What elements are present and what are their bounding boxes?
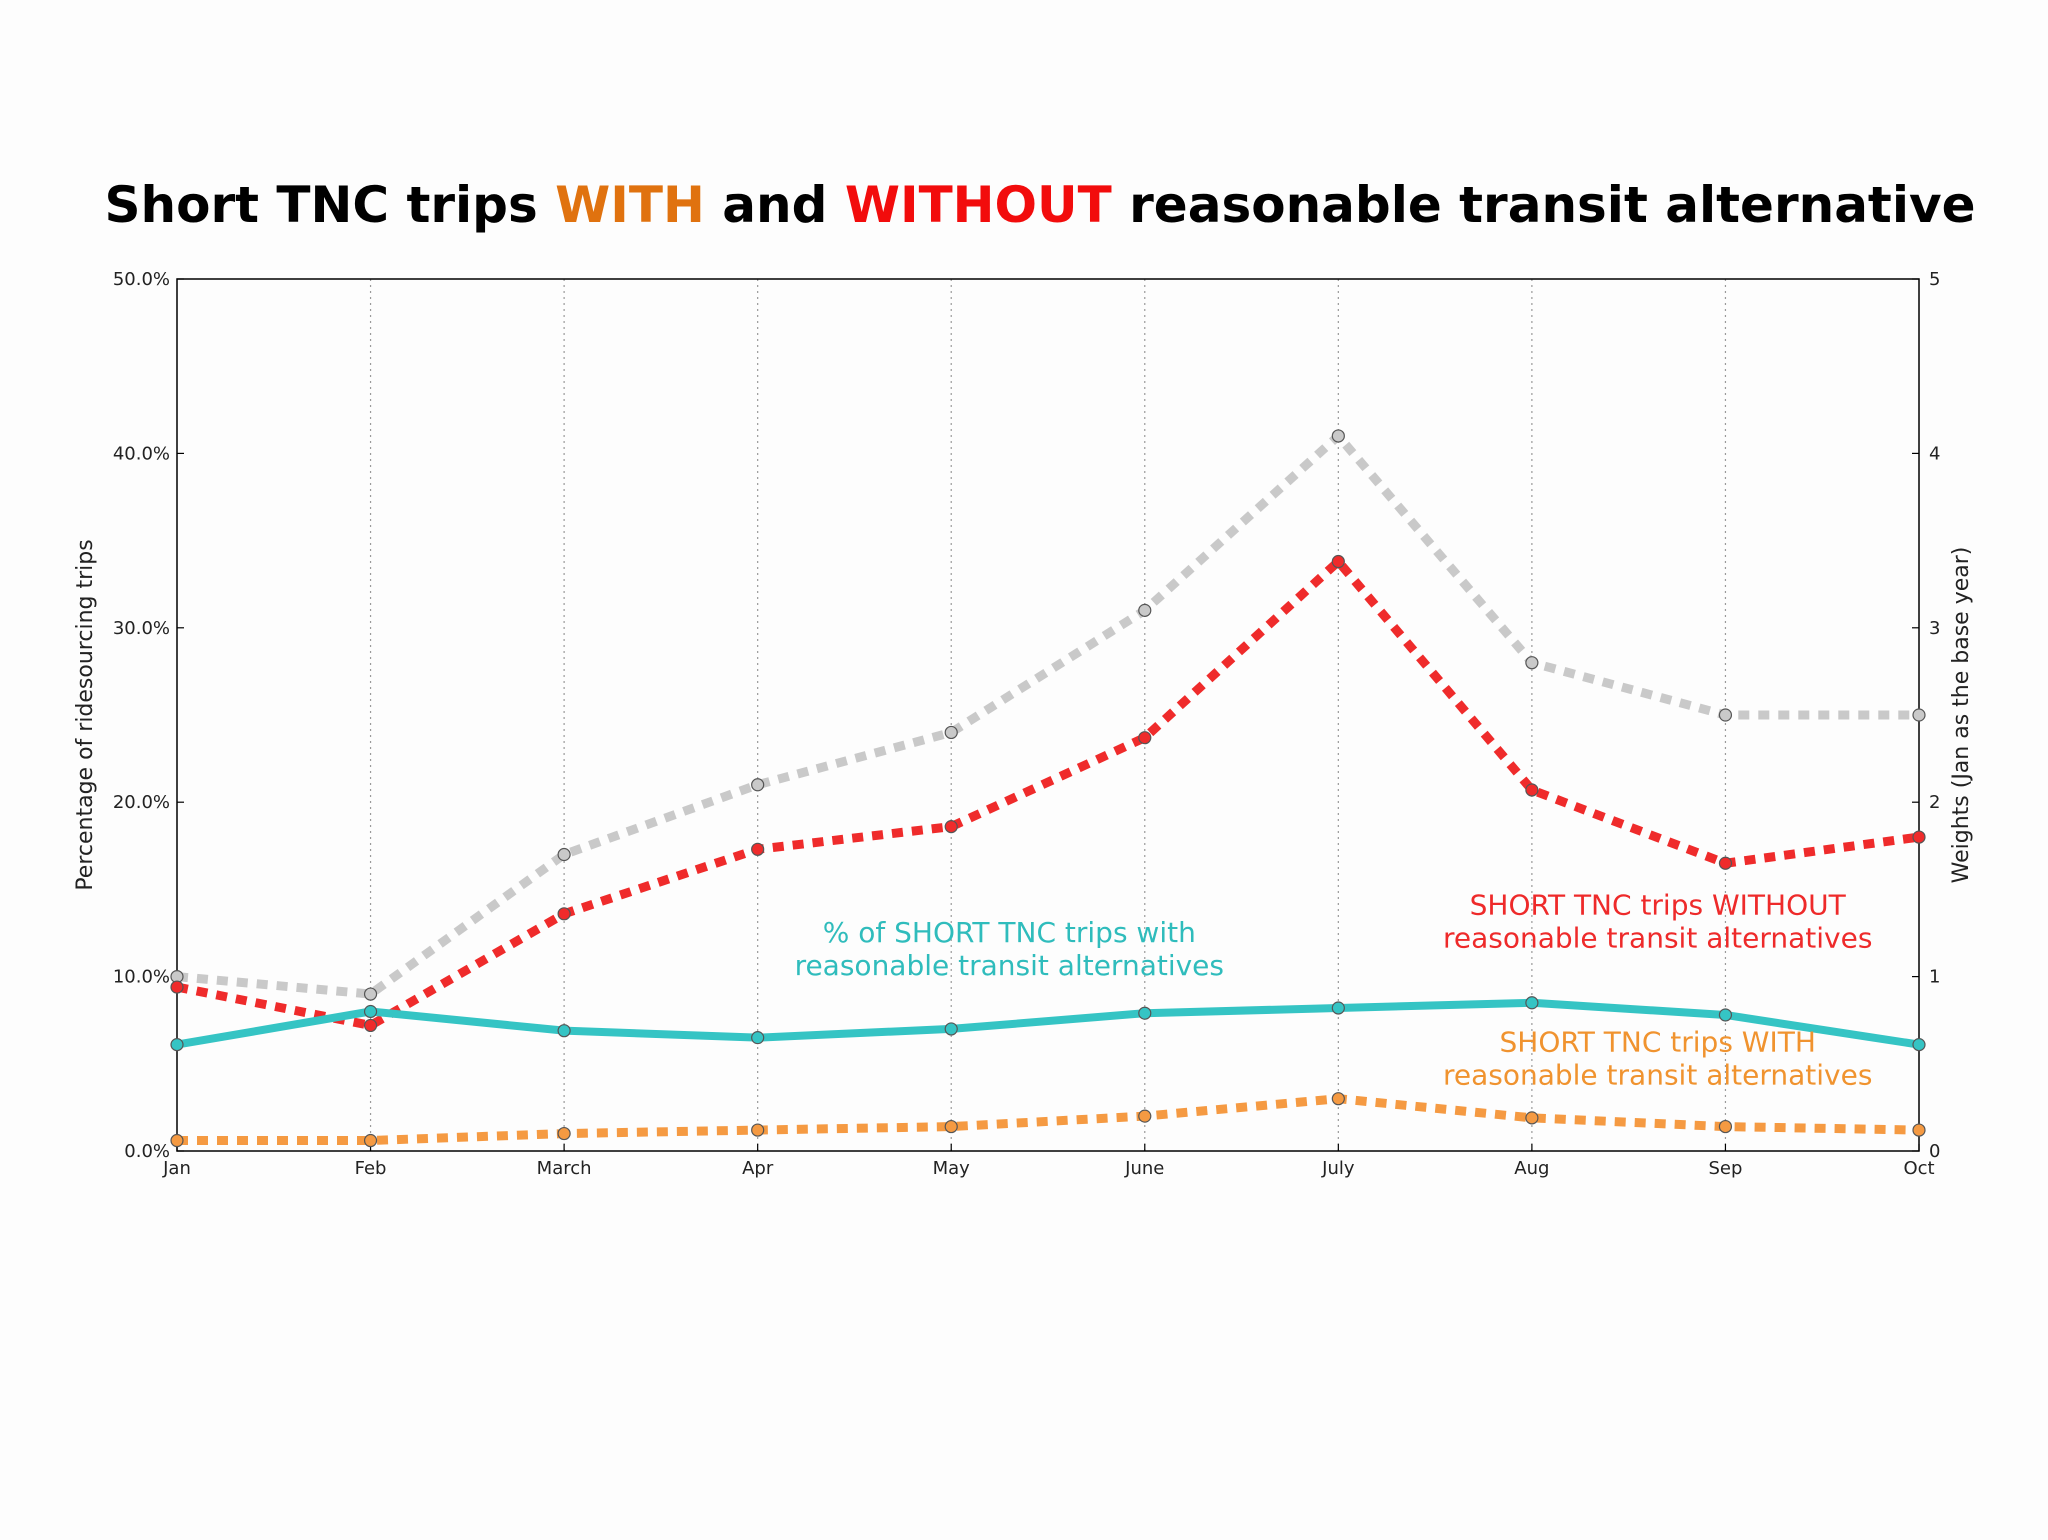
title-part-3: WITHOUT <box>845 176 1112 234</box>
data-point <box>1138 731 1152 745</box>
title-part-2: and <box>705 176 845 234</box>
data-point <box>944 1119 958 1134</box>
series-line-pct_with <box>176 998 1920 1049</box>
data-point <box>751 778 765 792</box>
y2-tick-label: 0 <box>1929 1141 1940 1162</box>
y2-axis-label: Weights (Jan as the base year) <box>1949 547 1974 884</box>
data-point <box>1331 429 1345 443</box>
data-point <box>1138 1109 1152 1123</box>
x-tick-label: July <box>1321 1158 1355 1179</box>
y2-tick-label: 4 <box>1929 443 1940 464</box>
y2-tick-label: 2 <box>1929 792 1940 813</box>
data-point <box>1912 1123 1926 1137</box>
data-point <box>170 980 184 994</box>
y2-tick-label: 3 <box>1929 618 1940 639</box>
series-pct_with <box>170 996 1926 1052</box>
data-point <box>363 1018 378 1033</box>
y-tick-label: 50.0% <box>113 269 170 290</box>
y-tick-label: 40.0% <box>113 443 170 464</box>
data-point <box>557 847 571 862</box>
series-without <box>170 554 1926 1033</box>
chart-title: Short TNC trips WITH and WITHOUT reasona… <box>105 176 1976 234</box>
y-axis-label: Percentage of ridesourcing trips <box>73 539 98 890</box>
y-tick-label: 10.0% <box>113 967 170 988</box>
y-tick-label: 30.0% <box>113 618 170 639</box>
series-weights <box>170 429 1926 1001</box>
data-point <box>1138 1006 1152 1020</box>
series-with <box>170 1092 1926 1148</box>
data-point <box>751 842 765 856</box>
data-point <box>1718 1119 1733 1134</box>
data-point <box>1912 830 1926 844</box>
x-tick-label: March <box>537 1158 592 1179</box>
data-point <box>363 1133 378 1148</box>
x-tick-label: Oct <box>1903 1158 1934 1179</box>
title-part-4: reasonable transit alternative <box>1112 176 1976 234</box>
annotation-line: reasonable transit alternatives <box>1443 1059 1872 1092</box>
data-point <box>1525 783 1539 797</box>
data-point <box>557 1126 571 1141</box>
annotation-line: reasonable transit alternatives <box>1443 922 1872 955</box>
data-point <box>944 725 958 740</box>
series-line-weights <box>176 431 1919 999</box>
annotation-line: % of SHORT TNC trips with <box>823 916 1196 949</box>
x-tick-label: Jan <box>162 1158 191 1179</box>
data-point <box>1525 656 1539 670</box>
data-point <box>944 1022 958 1036</box>
data-point <box>1718 708 1733 722</box>
x-tick-label: June <box>1124 1158 1164 1179</box>
data-point <box>1718 856 1733 870</box>
title-part-0: Short TNC trips <box>105 176 556 234</box>
x-tick-label: Aug <box>1514 1158 1549 1179</box>
x-tick-label: May <box>933 1158 971 1179</box>
data-point <box>1331 1001 1345 1015</box>
series <box>170 429 1926 1148</box>
x-tick-label: Apr <box>742 1158 774 1179</box>
data-point <box>363 1004 378 1019</box>
y-tick-label: 0.0% <box>124 1141 170 1162</box>
data-point <box>1912 1038 1926 1052</box>
data-point <box>557 907 571 921</box>
annotation-line: SHORT TNC trips WITHOUT <box>1470 889 1847 922</box>
data-point <box>1525 996 1539 1010</box>
series-line-with <box>177 1094 1920 1146</box>
data-point <box>944 820 958 834</box>
data-point <box>1331 1092 1345 1106</box>
data-point <box>363 987 378 1001</box>
title-part-1: WITH <box>555 176 705 234</box>
data-point <box>170 1038 184 1052</box>
data-point <box>557 1024 571 1038</box>
data-point <box>1525 1111 1539 1125</box>
data-point <box>751 1123 765 1137</box>
y2-tick-label: 1 <box>1929 967 1940 988</box>
x-tick-label: Feb <box>355 1158 387 1179</box>
data-point <box>1718 1008 1733 1022</box>
x-tick-label: Sep <box>1708 1158 1742 1179</box>
data-point <box>1912 708 1926 722</box>
axes: Jan Feb March Apr May June July Aug Sep Oct0.0%10… <box>73 269 1974 1179</box>
y2-tick-label: 5 <box>1929 269 1940 290</box>
data-point <box>751 1031 765 1045</box>
y-tick-label: 20.0% <box>113 792 170 813</box>
data-point <box>1331 554 1345 569</box>
data-point <box>1138 603 1152 617</box>
series-line-without <box>176 557 1920 1030</box>
annotation-line: reasonable transit alternatives <box>795 949 1224 982</box>
data-point <box>170 1133 184 1148</box>
annotation-line: SHORT TNC trips WITH <box>1499 1026 1815 1059</box>
